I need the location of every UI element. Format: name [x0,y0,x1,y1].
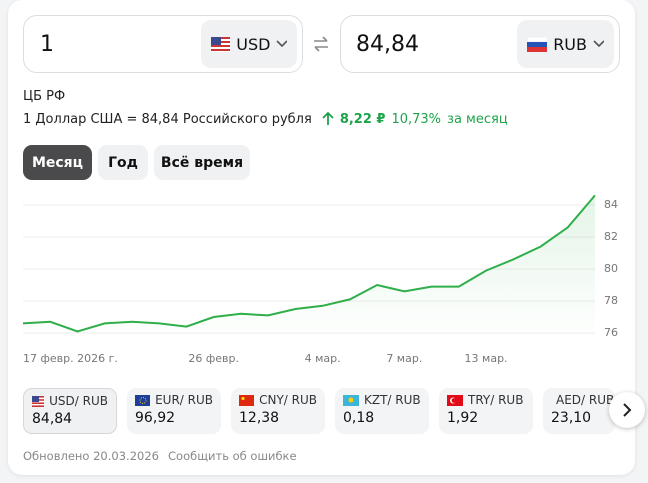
x-tick-label: 7 мар. [386,352,422,365]
swap-icon[interactable] [311,34,331,54]
chart: 76 78 80 82 84 17 февр. 2026 г. 26 февр. 4 мар.… [22,194,618,365]
chevron [276,40,287,48]
next-button[interactable] [609,392,645,428]
pair-value: 1,92 [447,410,479,426]
pair-value: 12,38 [239,410,280,426]
from-input[interactable]: 1 USD [23,15,303,73]
pair-card[interactable]: EUR/ RUB 96,92 [127,388,221,434]
up-arrow [322,112,334,125]
pair-head: KZT/ RUB [343,393,421,407]
report-link[interactable]: Сообщить об ошибке [168,449,297,463]
from-currency[interactable]: USD [201,20,297,68]
pair-card[interactable]: TRY/ RUB 1,92 [439,388,533,434]
pair-card[interactable]: CNY/ RUB 12,38 [231,388,325,434]
pair-label: AED/ RUB [556,393,615,407]
flag-ru [527,36,548,52]
pair-value: 23,10 [551,410,592,426]
y-tick-label: 78 [604,294,618,307]
pair-card[interactable]: USD/ RUB 84,84 [23,388,117,434]
from-amount: 1 [40,32,54,57]
x-tick-label: 4 мар. [305,352,341,365]
pair-label: EUR/ RUB [155,393,213,407]
pair-head: TRY/ RUB [447,393,525,407]
currency-code: USD [236,34,271,54]
y-tick-label: 82 [604,230,618,243]
change-percent: 10,73% [391,112,442,127]
flag [32,395,45,407]
pair-head: CNY/ RUB [239,393,317,407]
change-amount: 8,22 ₽ [339,112,386,127]
pair-label: USD/ RUB [49,394,108,408]
y-tick-label: 80 [604,262,618,275]
to-currency[interactable]: RUB [517,20,614,68]
flag [239,394,255,406]
to-input[interactable]: 84,84 RUB [340,15,620,73]
flag [447,394,463,406]
area [23,195,595,341]
flag-us [211,36,231,52]
rate-text: 1 Доллар США = 84,84 Российского рубля [23,112,312,127]
x-tick-label: 17 февр. 2026 г. [23,352,118,365]
flag [343,394,359,406]
pair-card[interactable]: KZT/ RUB 0,18 [335,388,429,434]
x-tick-label: 13 мар. [465,352,508,365]
x-tick-label: 26 февр. [188,352,239,365]
currency-code: RUB [553,34,587,54]
to-amount: 84,84 [356,32,419,57]
period-button[interactable]: Всё время [154,145,250,180]
pair-label: KZT/ RUB [364,393,421,407]
y-tick-label: 76 [604,326,618,339]
y-tick-label: 84 [604,198,618,211]
source: ЦБ РФ [23,89,66,104]
period-button[interactable]: Год [98,145,148,180]
pair-value: 84,84 [32,411,73,427]
pair-label: CNY/ RUB [259,393,317,407]
chevron [593,40,604,48]
chevron-right [623,403,632,417]
updated: Обновлено 20.03.2026 [23,449,159,463]
line [22,194,596,333]
pair-value: 0,18 [343,410,375,426]
pair-head: AED/ RUB [551,393,614,407]
period-button[interactable]: Месяц [23,145,92,180]
pair-value: 96,92 [135,410,176,426]
pair-card[interactable]: AED/ RUB 23,10 [543,388,615,434]
pair-label: TRY/ RUB [468,393,524,407]
change-period: за месяц [447,112,508,127]
pair-head: USD/ RUB [32,394,108,408]
rate-line: 1 Доллар США = 84,84 Российского рубля 8… [23,112,508,127]
pair-head: EUR/ RUB [135,393,213,407]
flag [135,394,151,406]
